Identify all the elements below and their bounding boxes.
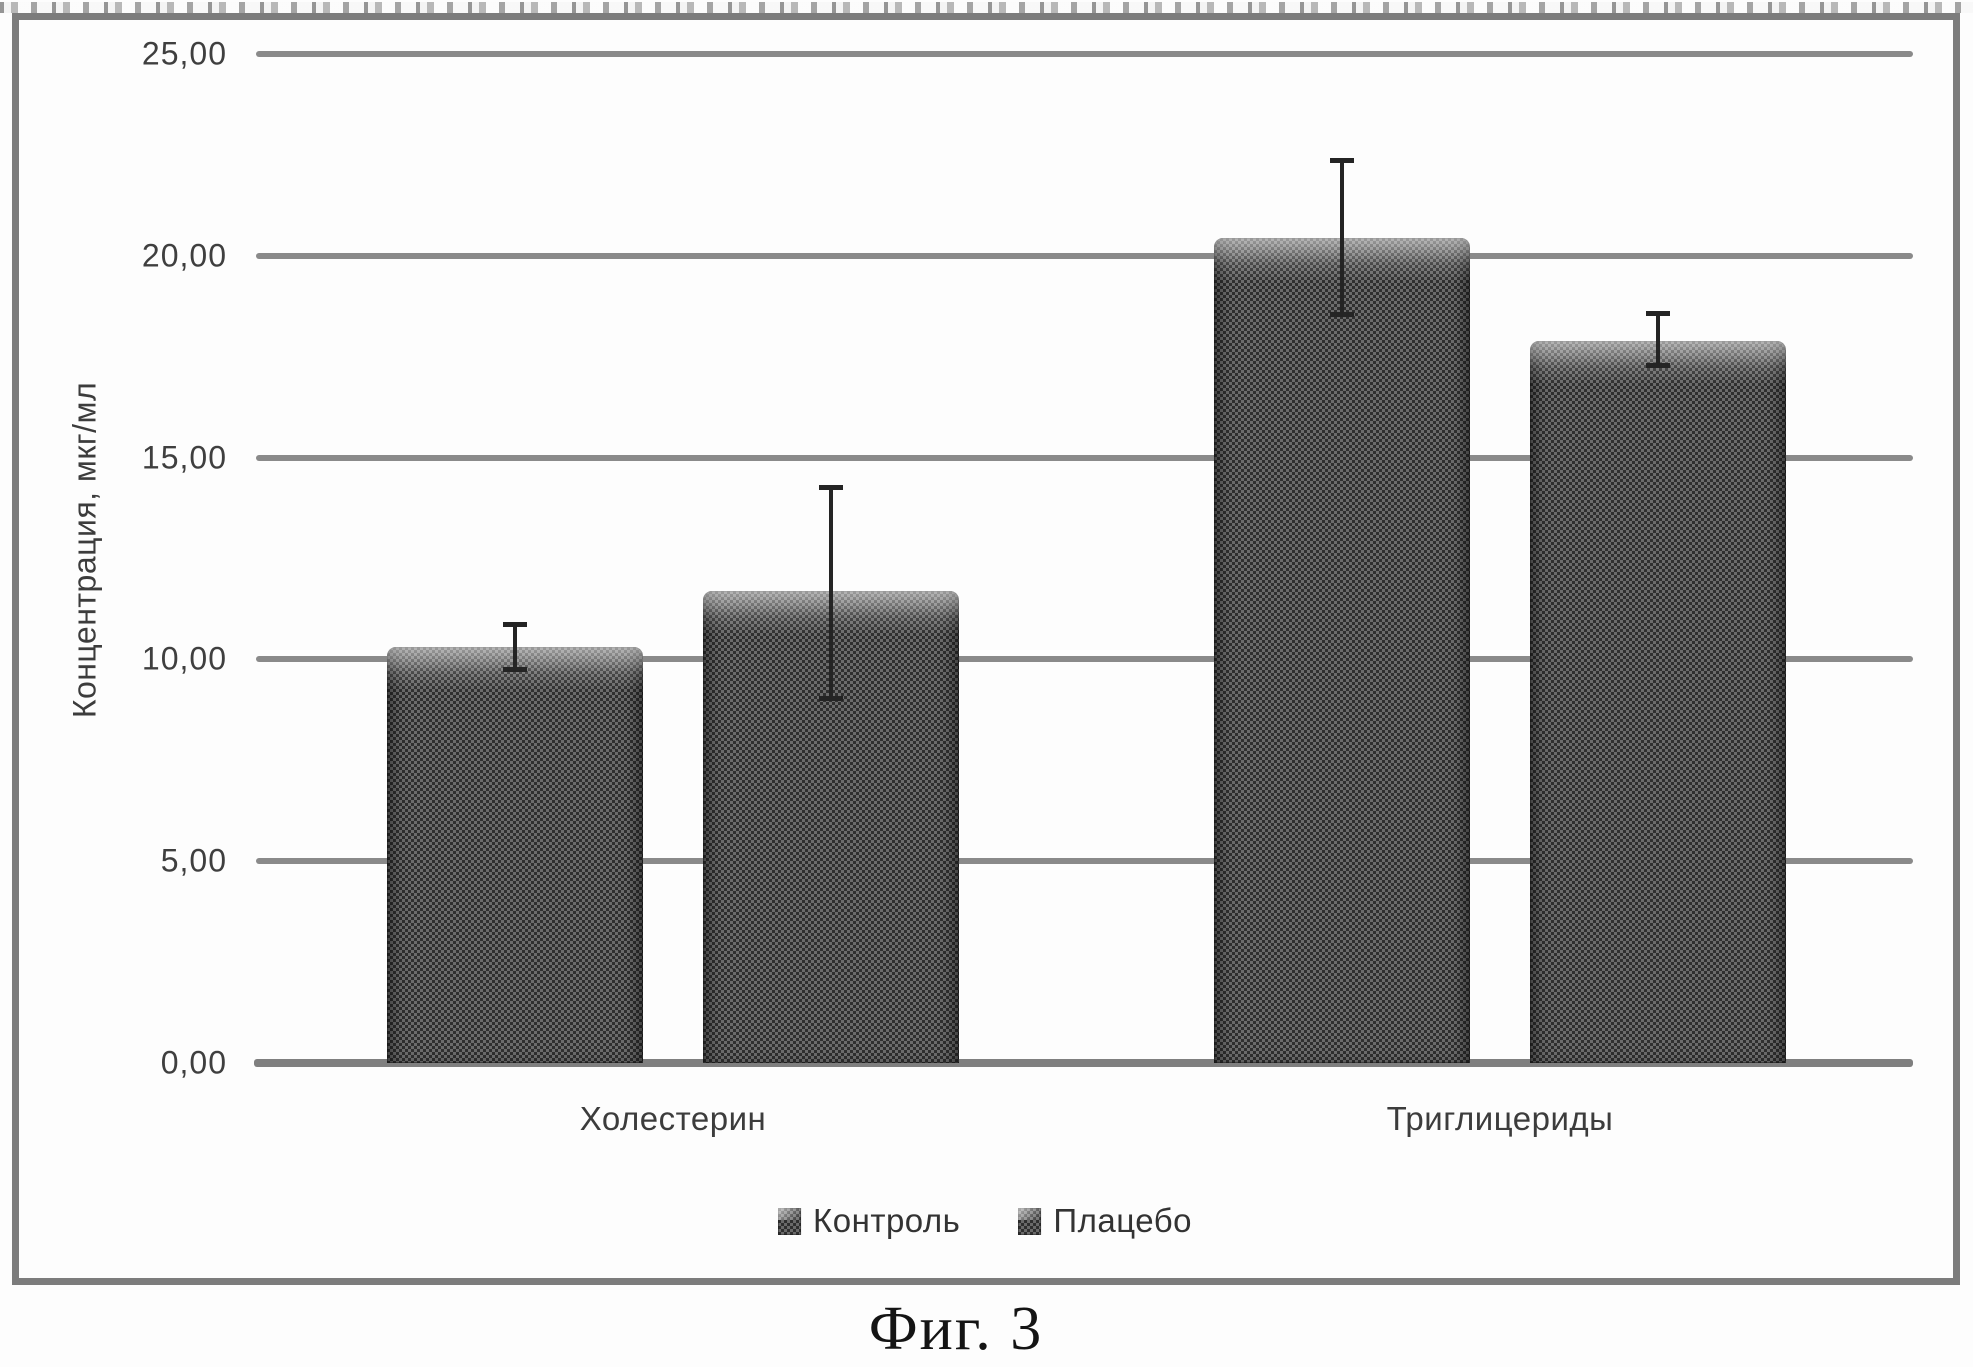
bar-Контроль-Триглицериды (1213, 237, 1470, 1063)
error-bar-cap (503, 667, 528, 673)
error-bar-Контроль-Триглицериды (1329, 157, 1354, 318)
gridline (256, 858, 1913, 865)
legend-swatch-placebo-icon (1018, 1207, 1042, 1235)
bar-Плацебо-Холестерин (703, 590, 960, 1063)
figure-frame (12, 13, 1960, 1285)
x-category-label-cholesterol: Холестерин (579, 1100, 767, 1137)
bar-Контроль-Холестерин (387, 647, 644, 1063)
x-category-label-triglycerides: Триглицериды (1386, 1100, 1614, 1137)
error-bar-Контроль-Холестерин (503, 622, 528, 673)
error-bar-cap (1329, 312, 1354, 318)
y-tick-label: 0,00 (160, 1044, 227, 1081)
error-bar-cap (1329, 157, 1354, 163)
x-axis-line (254, 1059, 1913, 1067)
error-bar-cap (1645, 362, 1670, 368)
gridline (256, 454, 1913, 461)
y-tick-label: 20,00 (141, 237, 227, 274)
legend: Контроль Плацебо (778, 1202, 1192, 1240)
error-bar-cap (1645, 311, 1670, 317)
scan-noise-strip (0, 2, 1973, 13)
bar-Плацебо-Триглицериды (1529, 340, 1786, 1063)
y-tick-label: 10,00 (141, 640, 227, 677)
error-bar-cap (819, 484, 844, 490)
legend-item-placebo: Плацебо (1018, 1202, 1192, 1240)
legend-label-placebo: Плацебо (1053, 1202, 1192, 1239)
y-tick-label: 15,00 (141, 439, 227, 476)
legend-label-control: Контроль (813, 1202, 961, 1239)
y-axis-tick-labels: 0,00 5,00 10,00 15,00 20,00 25,00 (0, 0, 227, 1367)
error-bar-Плацебо-Триглицериды (1645, 311, 1670, 368)
gridline (256, 51, 1913, 57)
legend-swatch-control-icon (778, 1207, 802, 1235)
legend-item-control: Контроль (778, 1202, 960, 1240)
gridline (256, 252, 1913, 259)
plot-area (254, 51, 1913, 1067)
gridline (256, 656, 1913, 663)
y-tick-label: 25,00 (141, 35, 227, 72)
error-bar-cap (503, 622, 528, 628)
error-bar-cap (819, 695, 844, 701)
error-bar-Плацебо-Холестерин (819, 484, 844, 701)
y-tick-label: 5,00 (160, 842, 227, 879)
figure-caption: Фиг. 3 (868, 1295, 1044, 1363)
